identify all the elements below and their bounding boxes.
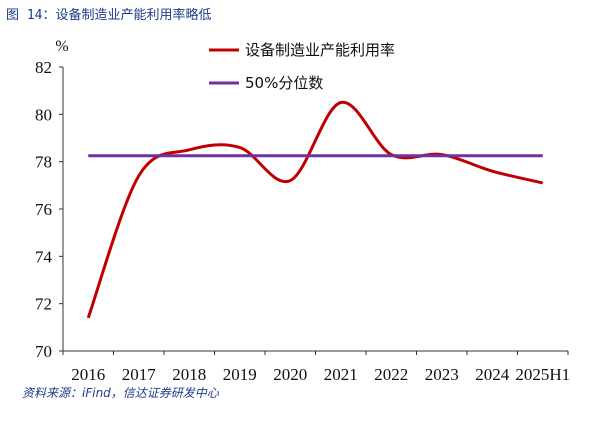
x-tick-label: 2016 [71,365,105,384]
x-tick-label: 2021 [324,365,358,384]
y-tick-label: 70 [35,342,52,361]
source-note: 资料来源：iFind，信达证券研发中心 [22,386,219,400]
y-tick-label: 82 [35,58,52,77]
figure-title: 图 14：设备制造业产能利用率略低 [6,8,212,23]
series-line-1 [86,100,544,319]
legend-label-1: 设备制造业产能利用率 [245,41,395,59]
y-tick-label: 80 [35,105,52,124]
x-tick-label: 2024 [475,365,510,384]
x-tick-label: 2022 [374,365,408,384]
y-tick-label: 72 [35,295,52,314]
x-tick-label: 2025H1 [515,365,570,384]
y-tick-label: 78 [35,153,52,172]
y-unit-label: % [55,38,68,55]
y-tick-label: 76 [35,200,52,219]
x-tick-label: 2017 [122,365,157,384]
x-tick-label: 2019 [223,365,257,384]
x-tick-label: 2023 [425,365,459,384]
legend-label-2: 50%分位数 [245,74,323,92]
x-tick-label: 2018 [172,365,206,384]
y-tick-label: 74 [35,247,53,266]
x-tick-label: 2020 [273,365,307,384]
